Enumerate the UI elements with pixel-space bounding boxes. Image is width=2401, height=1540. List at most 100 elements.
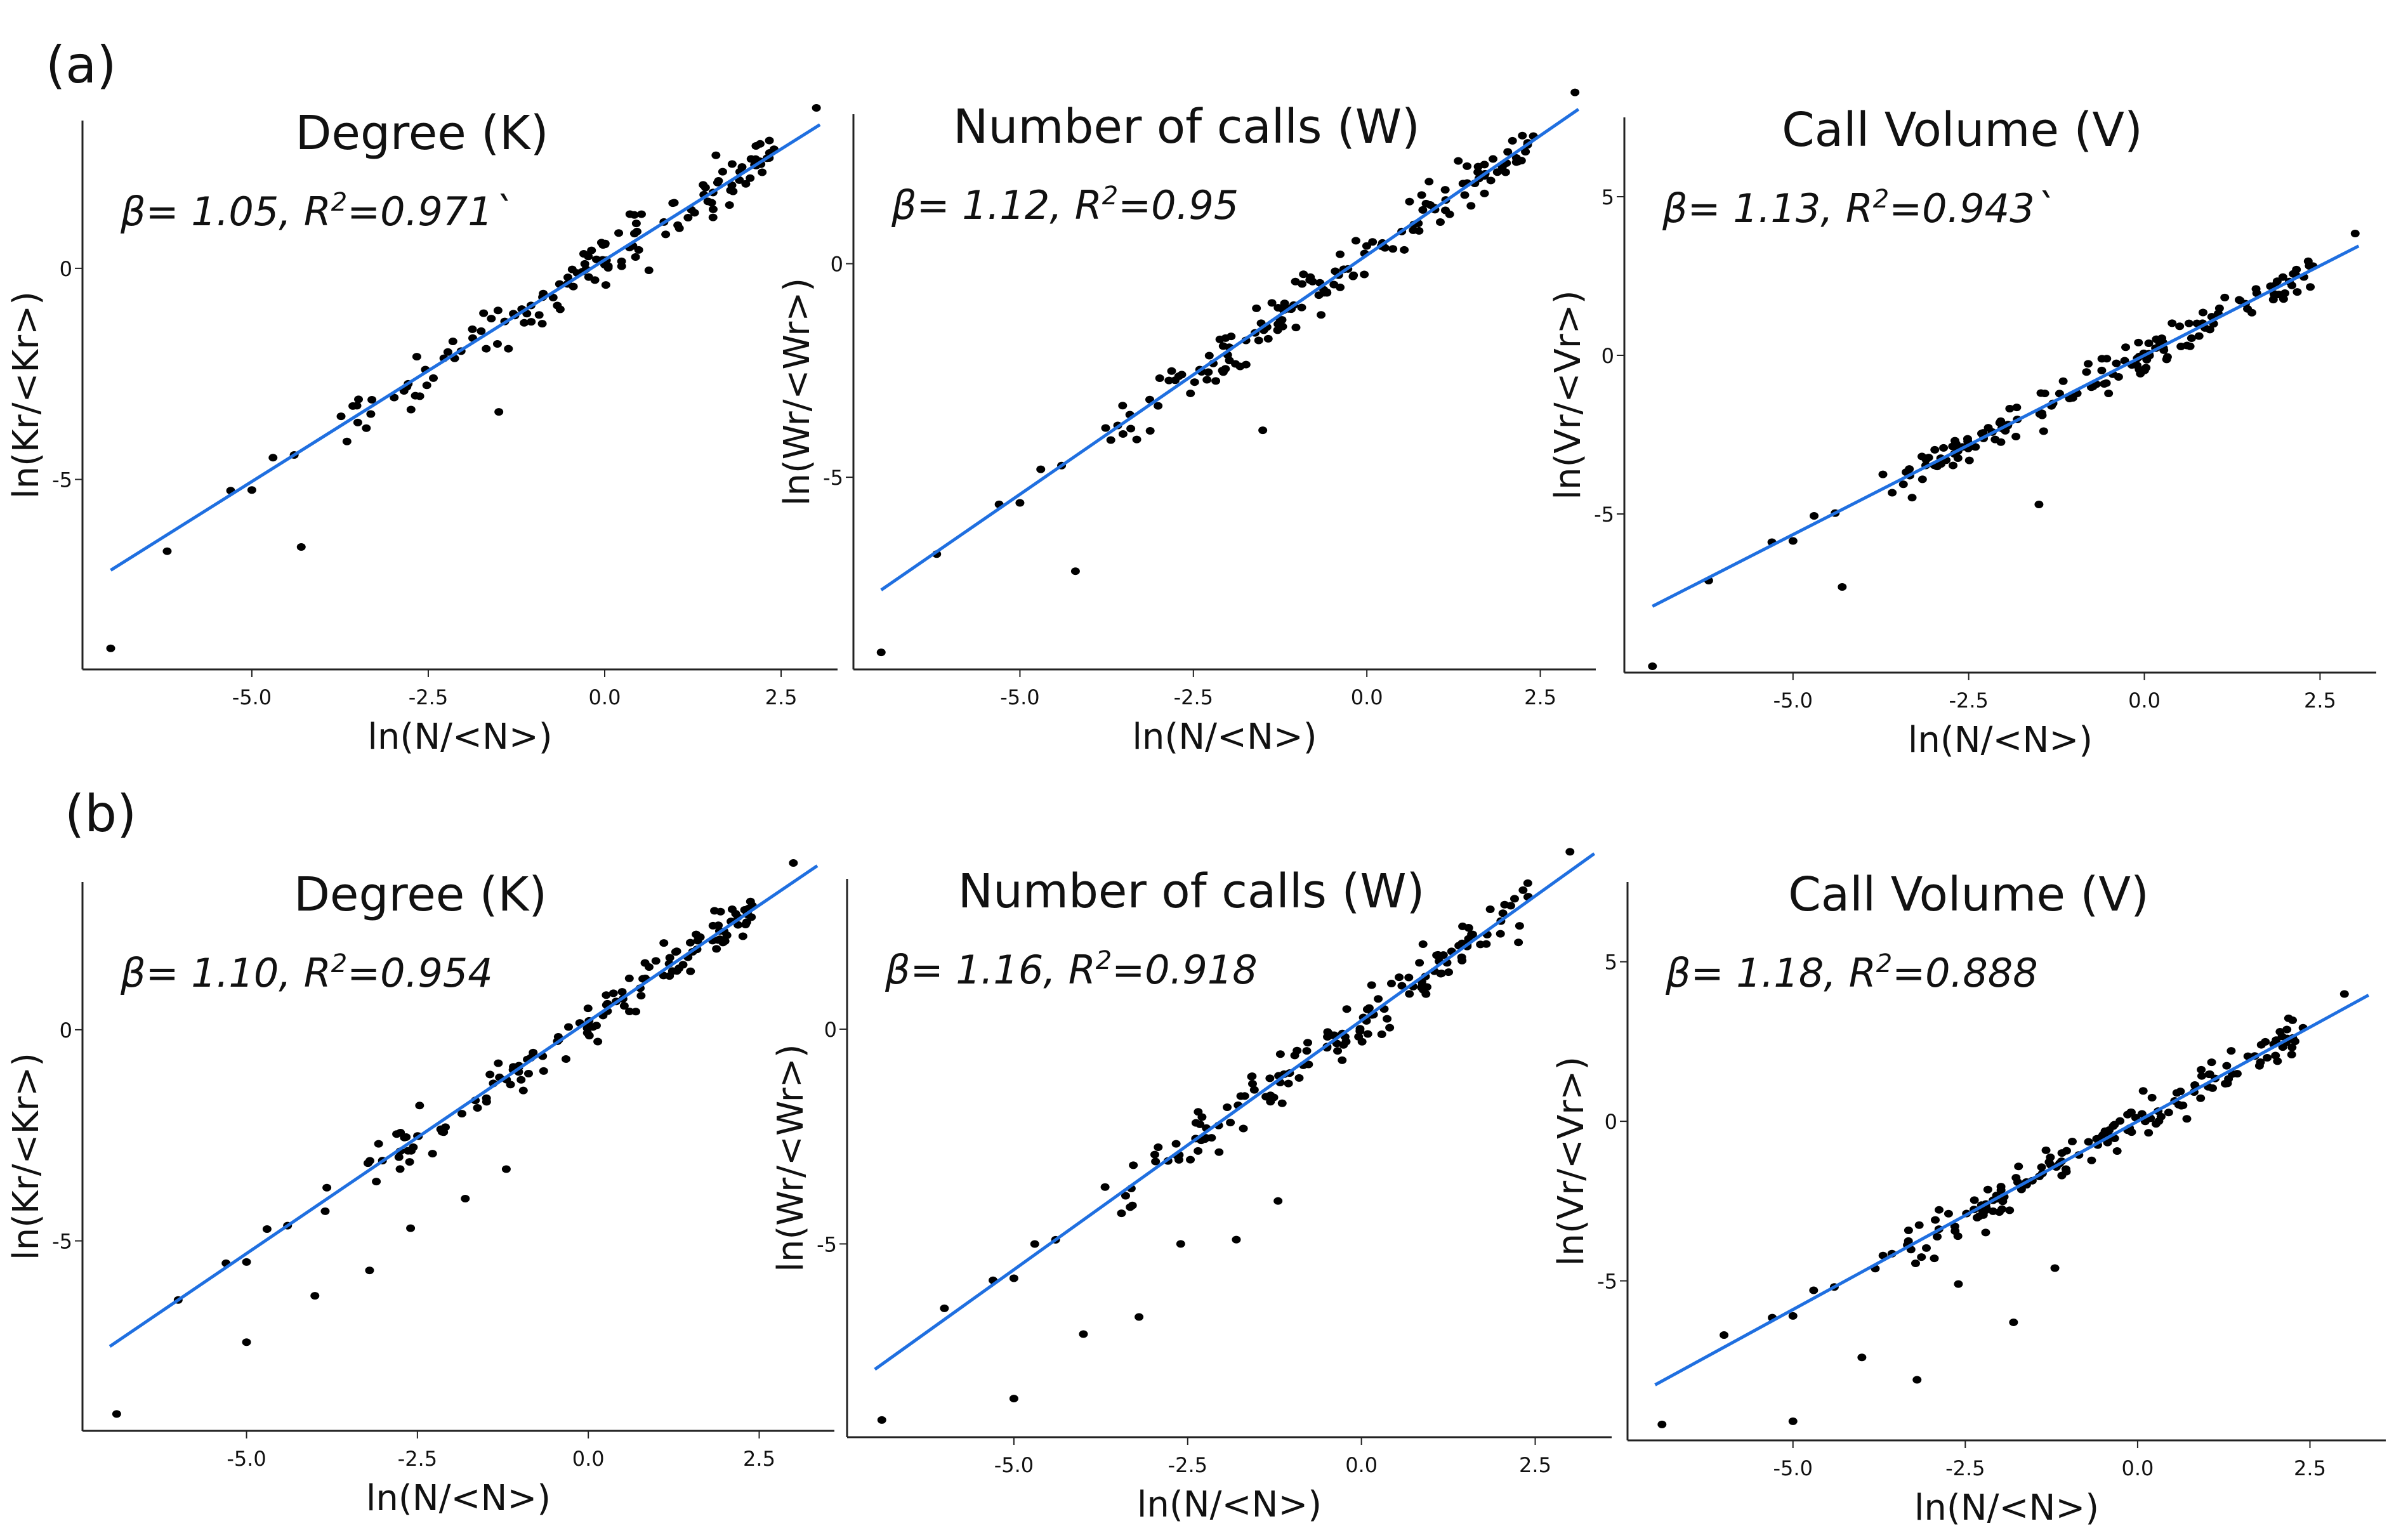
- data-point: [638, 975, 648, 983]
- data-point: [1460, 191, 1470, 199]
- data-point: [2256, 1058, 2265, 1067]
- data-point: [1202, 376, 1212, 384]
- x-tick-label: 0.0: [1345, 1453, 1378, 1477]
- outlier-point: [1954, 1280, 1963, 1288]
- data-point: [2068, 393, 2077, 402]
- data-point: [1397, 982, 1407, 990]
- data-point: [2174, 1101, 2183, 1109]
- data-point: [2123, 1110, 2133, 1119]
- data-point: [563, 1023, 573, 1031]
- data-point: [1302, 1047, 1312, 1055]
- data-point: [624, 974, 634, 982]
- data-point: [2247, 308, 2256, 317]
- x-axis-label: ln(N/<N>): [1132, 716, 1317, 758]
- data-point: [1939, 444, 1949, 452]
- data-point: [1221, 334, 1230, 342]
- data-point: [1368, 238, 1378, 246]
- data-point: [1186, 389, 1195, 397]
- data-point: [1204, 352, 1214, 360]
- panel-title: Call Volume (V): [1788, 867, 2149, 922]
- data-point: [1150, 1150, 1159, 1159]
- data-point: [1996, 438, 2006, 446]
- data-point: [1357, 1037, 1367, 1046]
- y-tick-label: -5: [1597, 1270, 1617, 1294]
- data-point: [1492, 168, 1502, 176]
- data-point: [1190, 378, 1199, 386]
- data-point: [473, 1104, 482, 1112]
- x-tick-label: -5.0: [1773, 688, 1813, 713]
- data-point: [1342, 1005, 1352, 1013]
- data-point: [1118, 430, 1128, 438]
- data-point: [1277, 1099, 1287, 1107]
- data-point: [636, 992, 646, 1000]
- data-point: [746, 155, 756, 163]
- fit-line: [110, 123, 821, 572]
- data-point: [1515, 922, 1524, 930]
- data-point: [727, 160, 737, 168]
- data-point: [493, 306, 503, 315]
- data-point: [2197, 1072, 2206, 1080]
- data-point: [1440, 206, 1450, 214]
- data-point: [685, 938, 695, 947]
- x-tick-label: 0.0: [589, 685, 621, 709]
- x-tick-label: 0.0: [2128, 688, 2161, 713]
- outlier-point: [461, 1195, 470, 1203]
- data-point: [600, 239, 610, 247]
- data-point: [708, 213, 718, 221]
- x-axis-label: ln(N/<N>): [367, 716, 552, 758]
- data-point: [1510, 895, 1519, 903]
- data-point: [2005, 405, 2015, 413]
- data-point: [487, 315, 496, 323]
- outlier-point: [2009, 1318, 2018, 1326]
- data-point: [2087, 1156, 2096, 1164]
- y-tick-label: 0: [831, 253, 843, 277]
- data-point: [520, 319, 529, 327]
- data-point: [320, 1207, 330, 1215]
- row-label-b: (b): [65, 784, 136, 843]
- data-point: [2223, 1079, 2232, 1088]
- data-point: [1437, 970, 1446, 978]
- data-point: [2156, 1112, 2166, 1121]
- data-point: [539, 1067, 548, 1075]
- data-point: [567, 265, 577, 273]
- data-point: [728, 187, 738, 195]
- data-point: [1917, 1253, 1926, 1261]
- data-point: [563, 273, 573, 282]
- data-point: [668, 199, 678, 207]
- data-point: [2290, 1037, 2299, 1046]
- outlier-point: [494, 408, 504, 416]
- data-point: [1278, 322, 1287, 331]
- y-tick-label: -5: [823, 466, 843, 490]
- data-point: [708, 921, 718, 930]
- data-point: [1009, 1274, 1018, 1282]
- data-point: [2134, 338, 2143, 346]
- data-point: [527, 318, 536, 326]
- y-tick-label: 0: [1605, 1110, 1617, 1134]
- outlier-point: [876, 648, 886, 657]
- data-point: [1433, 951, 1443, 959]
- data-point: [2144, 1129, 2154, 1137]
- data-point: [1970, 1196, 1979, 1204]
- data-point: [2222, 1062, 2232, 1070]
- data-point: [1514, 938, 1523, 947]
- data-point: [703, 197, 713, 206]
- data-point: [1211, 377, 1221, 385]
- data-point: [448, 338, 457, 346]
- data-point: [392, 1130, 402, 1138]
- outlier-point: [1720, 1331, 1729, 1339]
- data-point: [1036, 465, 1046, 473]
- data-point: [1950, 1227, 1960, 1235]
- data-point: [644, 963, 654, 971]
- data-point: [690, 209, 699, 217]
- fit-line: [1654, 994, 2370, 1386]
- data-point: [561, 1055, 570, 1063]
- data-point: [619, 1002, 629, 1010]
- outlier-point: [1232, 1235, 1241, 1244]
- data-point: [1223, 1103, 1232, 1112]
- data-point: [1930, 1254, 1939, 1263]
- x-tick-label: 0.0: [2121, 1456, 2154, 1480]
- data-point: [1878, 470, 1888, 478]
- outlier-point: [2050, 1264, 2060, 1272]
- panel-title: Degree (K): [295, 106, 548, 161]
